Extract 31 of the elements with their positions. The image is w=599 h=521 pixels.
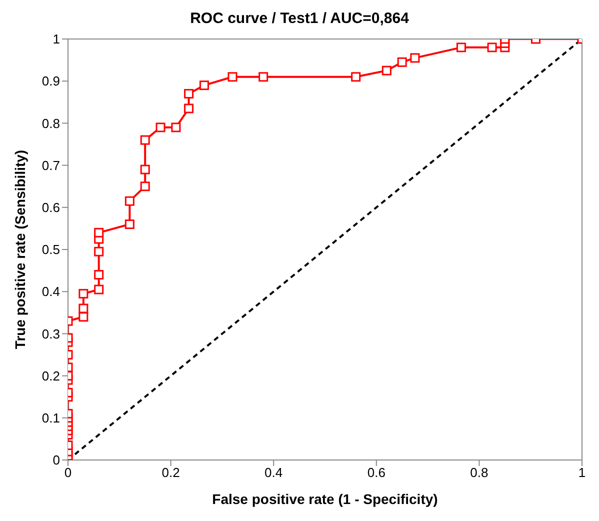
point: [351, 72, 361, 82]
y-tick-label: 1: [52, 32, 60, 47]
y-tick-label: 0.9: [42, 74, 60, 89]
point: [228, 72, 238, 82]
y-tick-label: 0: [52, 452, 60, 468]
x-tick-label: 1: [578, 465, 586, 480]
y-tick-label: 0.2: [42, 368, 60, 384]
point: [397, 57, 407, 67]
y-tick-label: 0.7: [42, 158, 60, 173]
x-tick-label: 0.8: [470, 465, 488, 480]
y-tick-label: 0.3: [42, 326, 60, 342]
y-tick-label: 0.1: [42, 410, 60, 426]
x-tick-label: 0.6: [367, 465, 386, 480]
point: [410, 53, 420, 63]
y-tick-label: 0.6: [42, 200, 60, 216]
point: [184, 104, 194, 114]
point: [487, 42, 497, 52]
y-tick-label: 0.4: [42, 284, 60, 300]
point: [171, 122, 181, 132]
chart-title: ROC curve / Test1 / AUC=0,864: [189, 9, 410, 29]
point: [184, 88, 194, 98]
point: [258, 72, 268, 82]
x-tick-label: 0.4: [264, 465, 283, 480]
point: [456, 42, 466, 52]
x-tick-label: 0: [64, 465, 72, 480]
x-tick-label: 0.2: [162, 465, 180, 480]
point: [382, 66, 392, 76]
y-axis-title: True positive rate (Sensibility): [12, 150, 28, 350]
x-axis-title: False positive rate (1 - Specificity): [212, 491, 438, 507]
y-tick-label: 0.8: [42, 116, 60, 131]
y-tick-label: 0.5: [42, 242, 60, 258]
